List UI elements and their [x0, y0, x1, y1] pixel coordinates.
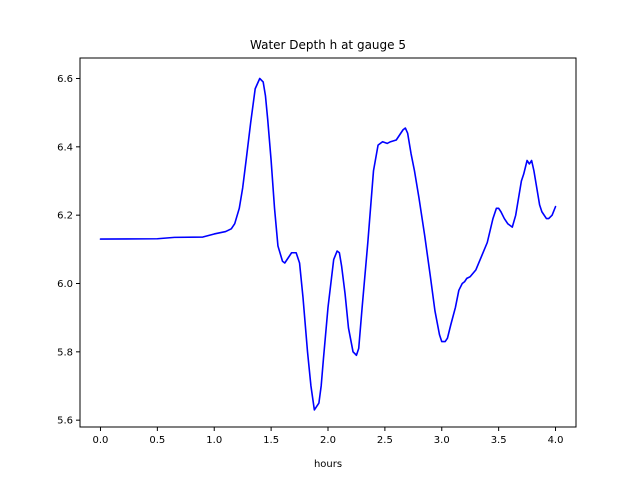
x-tick-label: 2.5	[377, 435, 393, 446]
y-tick-label: 5.8	[57, 347, 73, 358]
x-tick-label: 0.5	[149, 435, 165, 446]
plot-area	[99, 77, 557, 411]
y-tick-label: 6.4	[57, 142, 73, 153]
y-axis: 5.6 5.8 6.0 6.2 6.4 6.6	[57, 74, 80, 427]
x-tick-label: 3.0	[434, 435, 450, 446]
x-tick-label: 1.5	[263, 435, 279, 446]
y-tick-label: 5.6	[57, 416, 73, 427]
y-tick-label: 6.2	[57, 211, 73, 222]
x-axis: 0.0 0.5 1.0 1.5 2.0 2.5 3.0 3.5 4.0	[93, 427, 564, 446]
x-axis-label: hours	[314, 459, 342, 470]
y-tick-label: 6.6	[57, 74, 73, 85]
x-tick-label: 2.0	[320, 435, 336, 446]
series-line	[99, 77, 557, 411]
x-tick-label: 1.0	[206, 435, 222, 446]
x-tick-label: 3.5	[491, 435, 507, 446]
x-tick-label: 4.0	[548, 435, 564, 446]
y-tick-label: 6.0	[57, 279, 73, 290]
x-tick-label: 0.0	[93, 435, 109, 446]
chart-title: Water Depth h at gauge 5	[250, 38, 406, 52]
